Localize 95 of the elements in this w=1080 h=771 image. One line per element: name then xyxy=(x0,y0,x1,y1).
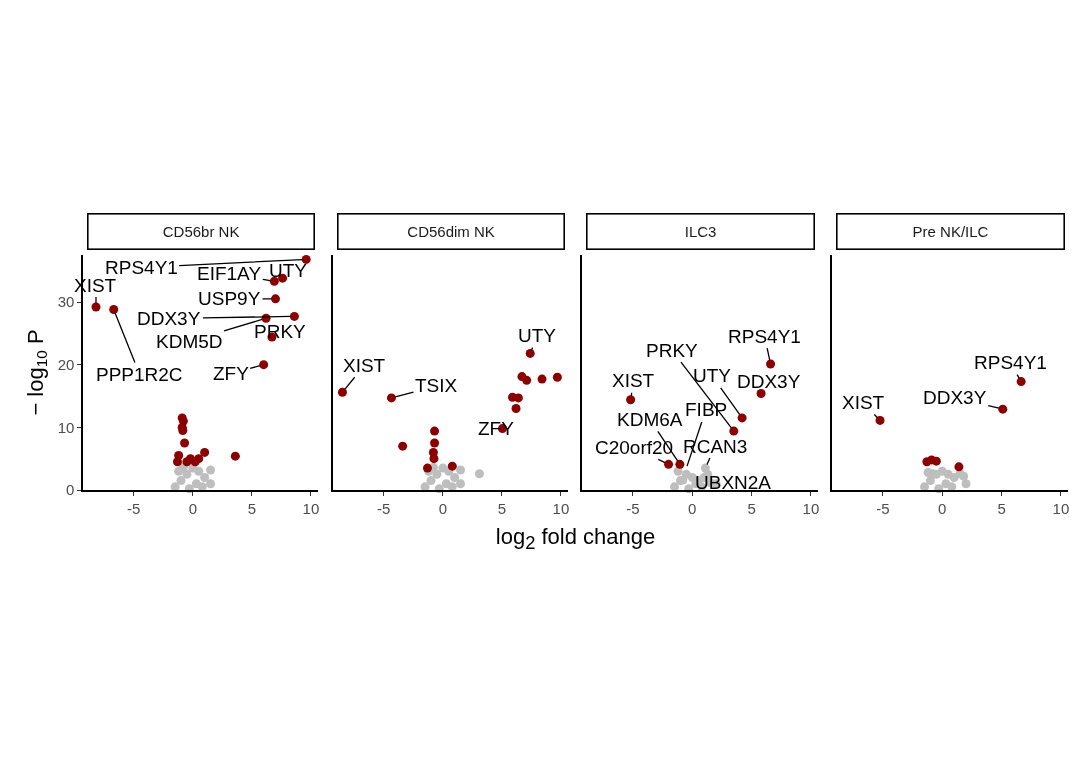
point xyxy=(1016,377,1026,387)
point xyxy=(474,469,484,479)
annotation: KDM5D xyxy=(156,331,223,352)
annotation: RPS4Y1 xyxy=(728,326,801,347)
x-tick-label: 0 xyxy=(188,499,197,517)
point xyxy=(450,472,460,482)
point xyxy=(756,388,766,398)
point xyxy=(206,479,216,489)
annotation: USP9Y xyxy=(198,288,261,309)
point xyxy=(200,472,210,482)
point xyxy=(91,302,101,312)
y-tick-label: 10 xyxy=(57,418,75,436)
point xyxy=(511,404,521,414)
y-tick-label: 30 xyxy=(57,293,75,311)
point xyxy=(259,360,269,370)
annotation: XIST xyxy=(343,355,386,376)
annotation: UBXN2A xyxy=(695,472,772,493)
point xyxy=(429,454,439,464)
point xyxy=(206,465,216,475)
point xyxy=(522,375,532,385)
annotation: ZFY xyxy=(213,363,250,384)
point xyxy=(447,461,457,471)
annotation: PRKY xyxy=(646,340,699,361)
chart-title: ILC3 xyxy=(684,223,717,241)
annotation: UTY xyxy=(693,365,732,386)
point xyxy=(430,426,440,436)
annotation: XIST xyxy=(612,370,655,391)
annotation: TSIX xyxy=(415,375,458,396)
y-tick-label: 20 xyxy=(57,355,75,373)
x-tick-label: 5 xyxy=(247,499,257,517)
point xyxy=(430,438,440,448)
x-tick-label: -5 xyxy=(377,499,391,517)
x-tick-label: 5 xyxy=(997,499,1006,517)
point xyxy=(432,469,442,479)
point xyxy=(180,438,190,448)
point xyxy=(737,413,747,423)
point xyxy=(182,469,192,479)
x-tick-label: 0 xyxy=(438,499,447,517)
point xyxy=(109,305,119,315)
annotation: UTY xyxy=(269,260,308,281)
annotation: PRKY xyxy=(254,321,307,342)
point xyxy=(398,441,408,451)
point xyxy=(959,471,969,481)
point xyxy=(176,476,186,486)
point xyxy=(194,466,204,476)
point xyxy=(172,457,182,467)
point xyxy=(269,276,279,286)
x-tick-label: -5 xyxy=(127,499,141,517)
x-tick-label: -5 xyxy=(876,499,890,517)
point xyxy=(954,462,964,472)
annotation: EIF1AY xyxy=(197,263,262,284)
x-tick-label: 10 xyxy=(802,499,820,517)
annotation: DDX3Y xyxy=(737,371,801,392)
annotation: KDM6A xyxy=(617,409,683,430)
chart-title: CD56br NK xyxy=(162,223,240,241)
annotation: PPP1R2C xyxy=(96,364,183,385)
annotation: XIST xyxy=(842,392,885,413)
point xyxy=(456,465,466,475)
chart-title: CD56dim NK xyxy=(407,223,495,241)
point xyxy=(270,294,280,304)
annotation: RPS4Y1 xyxy=(974,352,1047,373)
x-tick-label: 0 xyxy=(688,499,697,517)
point xyxy=(426,476,436,486)
chart-title: Pre NK/ILC xyxy=(912,223,989,241)
point xyxy=(729,426,739,436)
point xyxy=(998,404,1008,414)
annotation: RPS4Y1 xyxy=(105,257,178,278)
point xyxy=(875,415,885,425)
point xyxy=(337,387,347,397)
x-tick-label: 10 xyxy=(302,499,320,517)
x-tick-label: 5 xyxy=(747,499,756,517)
point xyxy=(301,254,311,264)
point xyxy=(766,359,776,369)
point xyxy=(626,395,636,405)
point xyxy=(537,374,547,384)
x-tick-label: -5 xyxy=(626,499,640,517)
x-tick-label: 10 xyxy=(552,499,570,517)
point xyxy=(386,393,396,403)
point xyxy=(200,447,210,457)
x-tick-label: 0 xyxy=(938,499,947,517)
x-axis-title: log$_{2}$ fold change xyxy=(494,524,657,555)
point xyxy=(456,479,466,489)
point xyxy=(525,348,535,358)
point xyxy=(230,451,240,461)
point xyxy=(664,459,674,469)
y-tick-label: 0 xyxy=(66,481,75,499)
annotation: DDX3Y xyxy=(923,387,987,408)
annotation: UTY xyxy=(518,325,557,346)
point xyxy=(552,372,562,382)
point xyxy=(925,476,935,486)
annotation: DDX3Y xyxy=(137,308,201,329)
point xyxy=(289,311,299,321)
x-tick-label: 5 xyxy=(497,499,507,517)
x-tick-label: 10 xyxy=(1052,499,1070,517)
point xyxy=(675,459,685,469)
